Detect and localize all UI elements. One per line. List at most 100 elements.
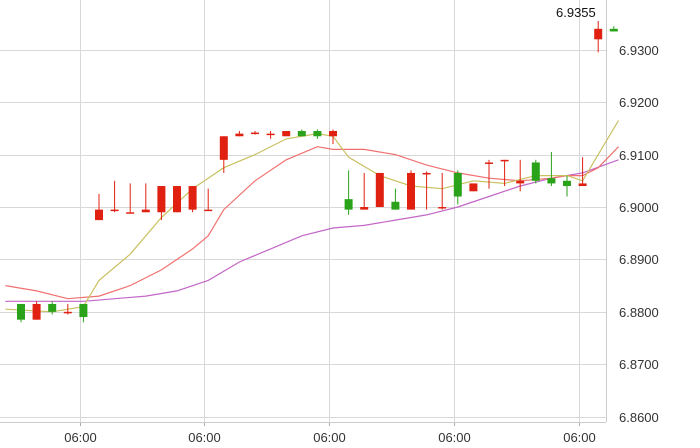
candle [422,171,431,210]
candle-body [360,207,369,210]
candle-body [141,209,150,213]
ma-long-line [5,159,619,302]
y-tick-label: 6.9300 [619,43,659,58]
candle [594,20,603,53]
candle [110,180,119,213]
candle [485,159,493,189]
y-tick-label: 6.8600 [619,410,659,425]
candle [251,131,259,135]
candle [63,303,72,315]
grid [0,0,607,426]
candle-body [422,172,431,175]
ma-short-line [5,120,620,313]
candle-body [63,311,72,314]
candle-body [297,131,306,137]
candle [141,183,150,213]
candle [126,183,135,214]
x-tick-label: 06:00 [313,430,346,445]
y-tick-label: 6.8900 [619,252,659,267]
candle-body [344,199,353,210]
candle [531,159,540,184]
candle [469,183,478,192]
y-tick-label: 6.8800 [619,305,659,320]
candle [313,129,322,139]
candle-body [375,172,384,208]
x-tick-label: 06:00 [64,430,97,445]
candle-body [188,186,197,210]
candle-body [79,303,88,318]
candle-body [157,186,166,213]
candle [266,131,275,139]
x-tick-label: 06:00 [438,430,471,445]
candle [204,188,213,212]
candle-body [516,180,525,184]
moving-averages [5,120,620,313]
candle [391,188,400,210]
candle-body [282,131,291,137]
candle-body [219,136,228,160]
candle [516,159,525,192]
y-tick-label: 6.9100 [619,148,659,163]
candle-body [266,133,275,136]
candle-body [563,180,571,187]
candle [329,129,337,145]
candle-body [578,183,587,187]
candle [578,157,587,187]
candle [173,186,181,213]
candle-body [32,303,41,320]
candle-body [313,131,322,137]
candle [79,303,88,323]
candle-body [95,209,103,221]
candle [235,131,244,137]
candle [344,170,353,215]
candle-body [438,207,447,209]
candles [17,20,618,323]
candle-body [609,28,618,32]
candle-body [469,183,478,192]
candle-body [204,209,213,212]
x-tick-label: 06:00 [188,430,221,445]
candle-body [453,172,462,197]
candle-body [485,162,493,164]
candle [563,175,571,197]
candle [282,131,291,137]
candle [157,186,166,221]
candle [95,193,103,221]
candle [360,172,369,210]
candle-body [500,159,509,162]
candle [48,301,57,315]
candle-body [407,172,415,210]
candle-body [126,212,135,214]
candle [297,129,306,137]
candle [188,186,197,213]
candle [453,170,462,205]
candle [32,301,41,320]
candle [407,170,415,210]
candle-body [531,162,540,181]
candle [375,172,384,208]
candle-body [48,303,57,312]
candle-body [235,133,244,137]
candle-body [547,178,556,184]
candle-body [173,186,181,213]
candle-body [594,28,603,40]
axes: 6.9355 6.8600 6.8700 6.8800 6.8900 6.9000 6.9… [64,5,659,445]
y-tick-label: 6.9000 [619,200,659,215]
last-price-label: 6.9355 [556,5,596,20]
candle [438,172,447,210]
candle [547,151,556,187]
candle [500,159,509,187]
ma-mid-line [5,146,619,300]
candle [219,136,228,173]
candle-body [391,201,400,210]
candle [17,303,25,323]
candle-body [251,132,259,135]
y-tick-label: 6.8700 [619,357,659,372]
candle-body [17,303,25,320]
candle [609,26,618,32]
candle-body [329,131,337,137]
y-tick-label: 6.9200 [619,95,659,110]
candle-body [110,209,119,212]
